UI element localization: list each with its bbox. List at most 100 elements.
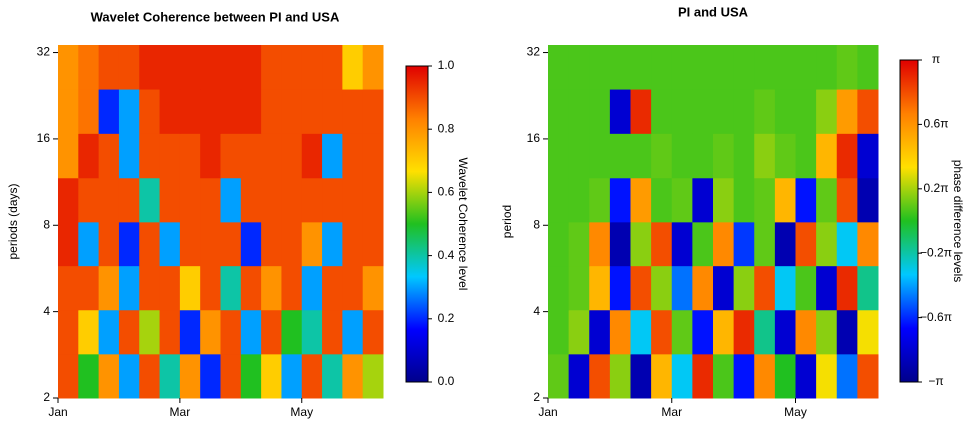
heat-cell bbox=[609, 89, 631, 134]
heat-cell bbox=[159, 45, 181, 90]
heat-cell bbox=[754, 177, 776, 223]
heat-cell bbox=[754, 221, 776, 267]
heat-cell bbox=[200, 265, 221, 311]
heat-cell bbox=[754, 45, 776, 90]
heat-cell bbox=[98, 133, 120, 179]
heat-cell bbox=[98, 45, 120, 90]
heat-cell bbox=[58, 221, 79, 267]
heat-cell bbox=[857, 177, 879, 223]
heat-cell bbox=[568, 177, 590, 223]
heat-cell bbox=[589, 45, 611, 90]
heat-cell bbox=[857, 89, 879, 134]
heat-cell bbox=[548, 89, 570, 134]
heat-cell bbox=[118, 177, 140, 223]
heat-cell bbox=[240, 265, 262, 311]
heat-cell bbox=[589, 177, 611, 223]
heat-cell bbox=[630, 177, 652, 223]
heat-cell bbox=[179, 353, 201, 399]
chart-title: PI and USA bbox=[678, 4, 749, 19]
heat-cell bbox=[795, 177, 817, 223]
heat-cell bbox=[322, 45, 343, 90]
heat-cell bbox=[713, 89, 735, 134]
heat-cell bbox=[281, 89, 303, 134]
heat-cell bbox=[816, 133, 838, 179]
heat-cell bbox=[261, 265, 282, 311]
heat-cell bbox=[836, 221, 858, 267]
heat-cell bbox=[754, 265, 776, 311]
heat-cell bbox=[78, 89, 100, 134]
heat-cell bbox=[733, 265, 755, 311]
heat-cell bbox=[139, 45, 161, 90]
heat-cell bbox=[342, 221, 364, 267]
heat-cell bbox=[200, 45, 221, 90]
heat-cell bbox=[651, 89, 673, 134]
heat-cell bbox=[754, 353, 776, 399]
heat-cell bbox=[692, 45, 714, 90]
heat-cell bbox=[754, 89, 776, 134]
heat-cell bbox=[220, 133, 242, 179]
heat-cell bbox=[836, 177, 858, 223]
heat-cell bbox=[609, 309, 631, 355]
heat-cell bbox=[159, 309, 181, 355]
heat-cell bbox=[179, 309, 201, 355]
heat-cell bbox=[179, 177, 201, 223]
color-bar-label: 0.2π bbox=[924, 181, 949, 195]
heat-cell bbox=[118, 265, 140, 311]
color-bar-label: 0.0 bbox=[438, 374, 455, 388]
heat-cell bbox=[836, 89, 858, 134]
color-bar-label: 0.2 bbox=[438, 311, 455, 325]
heat-cell bbox=[118, 353, 140, 399]
heat-cell bbox=[651, 133, 673, 179]
heat-cell bbox=[78, 133, 100, 179]
color-bar-label: 0.6π bbox=[924, 117, 949, 131]
heat-cell bbox=[568, 309, 590, 355]
x-tick-label: Jan bbox=[48, 405, 67, 419]
heat-cell bbox=[58, 133, 79, 179]
heat-cell bbox=[342, 89, 364, 134]
heat-cell bbox=[857, 221, 879, 267]
heat-cell bbox=[98, 353, 120, 399]
heat-cell bbox=[118, 45, 140, 90]
heat-cell bbox=[795, 89, 817, 134]
heat-cell bbox=[548, 265, 570, 311]
heat-cell bbox=[281, 353, 303, 399]
heat-cell bbox=[261, 353, 282, 399]
heat-cell bbox=[281, 309, 303, 355]
heat-cell bbox=[240, 309, 262, 355]
heat-cell bbox=[630, 265, 652, 311]
heat-cell bbox=[179, 265, 201, 311]
y-axis-label: period bbox=[500, 205, 514, 238]
y-tick-label: 8 bbox=[43, 217, 50, 231]
heat-cell bbox=[78, 221, 100, 267]
heat-cell bbox=[692, 221, 714, 267]
heat-cell bbox=[118, 89, 140, 134]
heat-cell bbox=[342, 353, 364, 399]
heat-cell bbox=[200, 89, 221, 134]
color-bar bbox=[899, 59, 919, 383]
heat-cell bbox=[795, 309, 817, 355]
heat-cell bbox=[609, 45, 631, 90]
heat-cell bbox=[816, 353, 838, 399]
heat-cell bbox=[261, 177, 282, 223]
heat-cell bbox=[692, 89, 714, 134]
heat-cell bbox=[795, 353, 817, 399]
heat-cell bbox=[179, 89, 201, 134]
heat-cell bbox=[548, 221, 570, 267]
heat-cell bbox=[322, 265, 343, 311]
heat-cell bbox=[671, 353, 693, 399]
y-tick-label: 16 bbox=[37, 131, 51, 145]
heat-cell bbox=[589, 265, 611, 311]
y-tick-label: 2 bbox=[533, 390, 540, 404]
heat-cell bbox=[816, 89, 838, 134]
heat-cell bbox=[322, 353, 343, 399]
heat-cell bbox=[179, 133, 201, 179]
heat-cell bbox=[139, 133, 161, 179]
heat-cell bbox=[836, 265, 858, 311]
heat-cell bbox=[200, 221, 221, 267]
heat-cell bbox=[200, 309, 221, 355]
heat-cell bbox=[589, 221, 611, 267]
heat-cell bbox=[651, 177, 673, 223]
heat-cell bbox=[609, 177, 631, 223]
heat-cell bbox=[836, 353, 858, 399]
heat-cell bbox=[816, 265, 838, 311]
